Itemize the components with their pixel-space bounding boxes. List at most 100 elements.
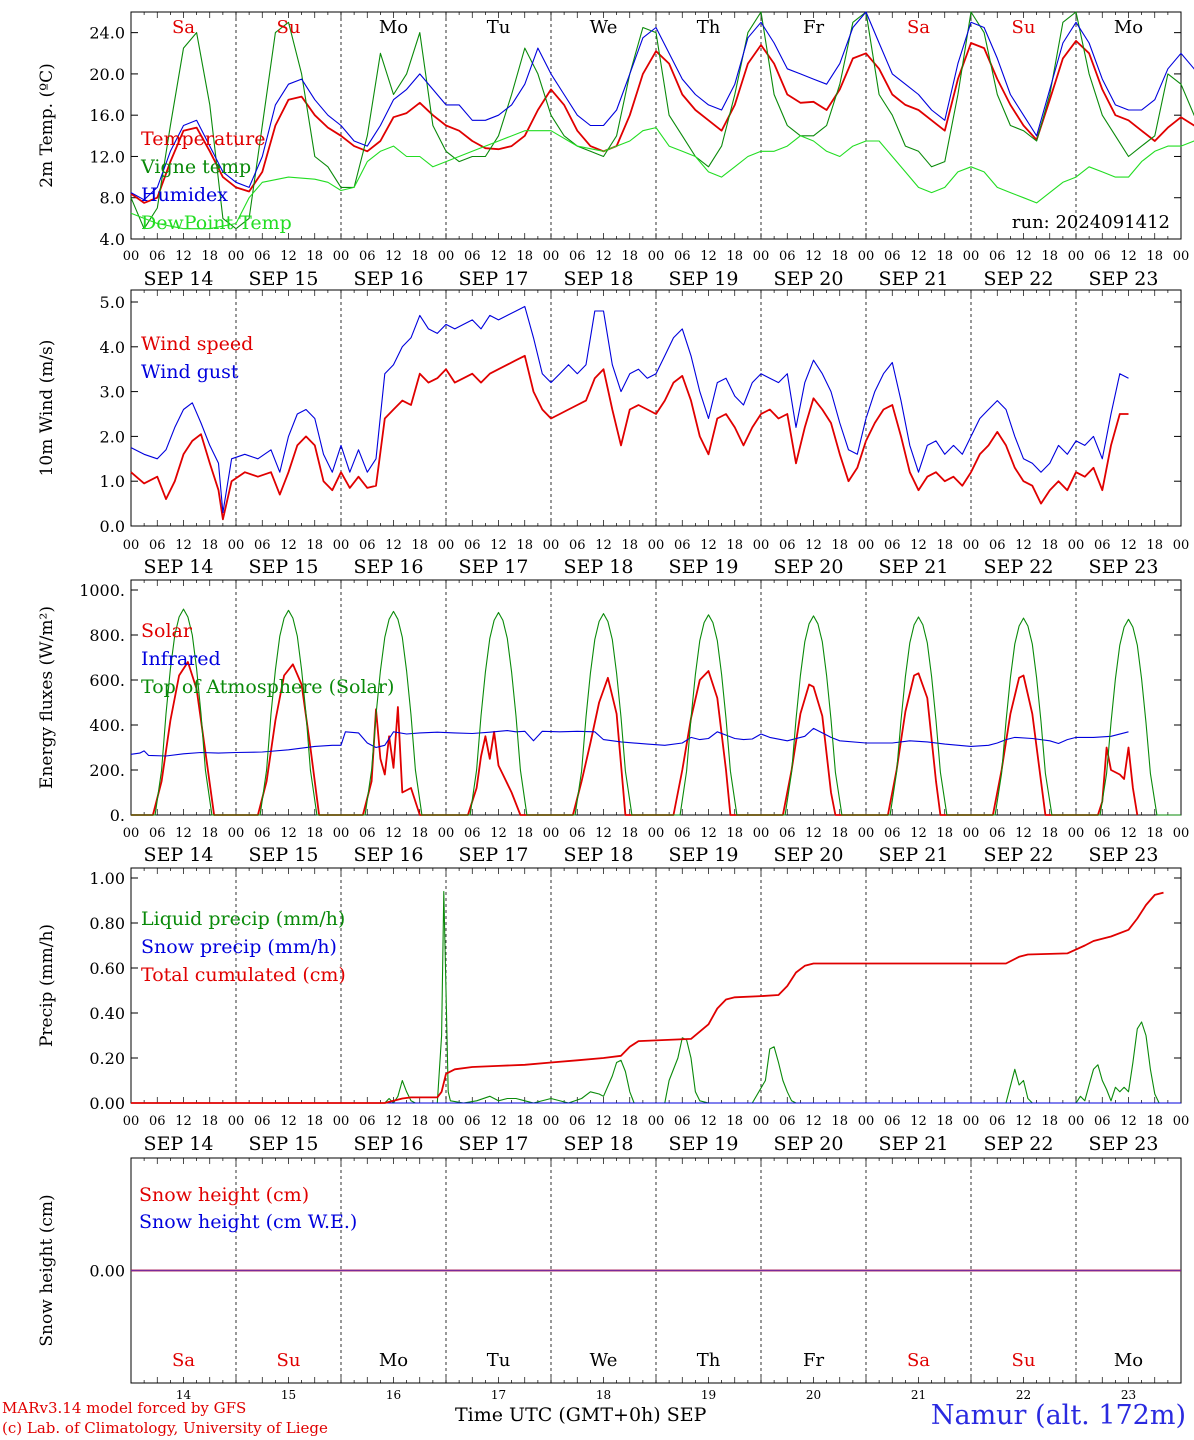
hour-tick-label: 06 [1094,826,1111,841]
hour-tick-label: 12 [805,249,822,264]
weekday-label-bottom: Mo [379,1350,408,1371]
y-tick-label: 1000. [79,581,125,600]
hour-tick-label: 00 [1173,1114,1190,1129]
hour-tick-label: 12 [805,538,822,553]
hour-tick-label: 18 [306,538,323,553]
hour-tick-label: 06 [464,249,481,264]
hour-tick-label: 00 [123,826,140,841]
hour-tick-label: 00 [543,826,560,841]
hour-tick-label: 06 [464,1114,481,1129]
date-label: SEP 14 [144,268,214,290]
hour-tick-label: 06 [989,249,1006,264]
hour-tick-label: 06 [884,826,901,841]
date-label: SEP 23 [1089,556,1159,578]
hour-tick-label: 06 [989,538,1006,553]
hour-tick-label: 18 [831,1114,848,1129]
hour-tick-label: 12 [280,826,297,841]
hour-tick-label: 12 [595,249,612,264]
hour-tick-label: 00 [963,249,980,264]
date-label: SEP 19 [669,1133,739,1155]
weekday-label-bottom: Mo [1114,1350,1143,1371]
hour-tick-label: 00 [1173,538,1190,553]
hour-tick-label: 06 [674,1114,691,1129]
y-tick-label: 800. [89,626,125,645]
hour-tick-label: 18 [621,249,638,264]
legend-entry: Snow height (cm) [139,1184,309,1206]
series-line-vigne-temp [130,11,1194,230]
weekday-label: Mo [379,17,408,38]
hour-tick-label: 00 [753,249,770,264]
date-label: SEP 20 [774,268,844,290]
hour-tick-label: 06 [779,538,796,553]
weekday-label-bottom: We [590,1350,618,1371]
y-tick-label: 16.0 [89,106,125,125]
hour-tick-label: 00 [963,538,980,553]
hour-tick-label: 18 [411,1114,428,1129]
weekday-label-bottom: Tu [487,1350,511,1371]
date-label: SEP 22 [984,556,1054,578]
day-number: 15 [281,1388,296,1402]
hour-tick-label: 00 [1173,826,1190,841]
hour-tick-label: 18 [831,826,848,841]
hour-tick-label: 12 [1120,538,1137,553]
hour-tick-label: 06 [149,1114,166,1129]
y-tick-label: 5.0 [100,293,125,312]
hour-tick-label: 06 [884,1114,901,1129]
x-axis-title: Time UTC (GMT+0h) SEP [455,1404,707,1426]
hour-tick-label: 06 [674,826,691,841]
y-tick-label: 0. [110,806,125,825]
hour-tick-label: 00 [543,1114,560,1129]
hour-tick-label: 06 [254,1114,271,1129]
panel-4: 0.00 0.20 0.40 0.60 0.80 1.00 Precip (mm/h) Liq… [37,867,1190,1155]
panel-2: 0.0 1.0 2.0 3.0 4.0 5.0 10m Wind (m/s) Wind spe… [37,289,1190,578]
date-label: SEP 21 [879,844,949,866]
y-tick-label: 0.00 [89,1262,125,1281]
hour-tick-label: 18 [831,538,848,553]
weekday-label: Fr [803,17,824,38]
hour-tick-label: 06 [884,538,901,553]
legend-entry: Humidex [141,184,228,206]
hour-tick-label: 18 [726,826,743,841]
hour-tick-label: 06 [359,826,376,841]
hour-tick-label: 00 [228,249,245,264]
hour-tick-label: 06 [1094,249,1111,264]
legend-entry: Wind gust [141,361,239,383]
hour-tick-label: 12 [700,1114,717,1129]
hour-tick-label: 18 [726,249,743,264]
hour-tick-label: 18 [516,538,533,553]
series-line-liquid-precip-mm-h- [131,890,1160,1104]
hour-tick-label: 00 [648,538,665,553]
legend-entry: Temperature [141,128,265,150]
date-label: SEP 19 [669,844,739,866]
hour-tick-label: 06 [149,826,166,841]
hour-tick-label: 00 [1068,826,1085,841]
hour-tick-label: 18 [621,826,638,841]
hour-tick-label: 18 [1146,538,1163,553]
panel-3: 0. 200. 400. 600. 800. 1000. Energy fluxes (W/… [37,579,1190,866]
y-tick-label: 0.80 [89,914,125,933]
date-label: SEP 14 [144,1133,214,1155]
hour-tick-label: 18 [201,826,218,841]
hour-tick-label: 18 [306,249,323,264]
date-label: SEP 20 [774,1133,844,1155]
legend-entry: Solar [141,620,193,642]
legend-entry: Infrared [141,648,221,670]
y-tick-label: 0.40 [89,1004,125,1023]
hour-tick-label: 12 [280,538,297,553]
hour-tick-label: 18 [1041,249,1058,264]
hour-tick-label: 18 [831,249,848,264]
legend-entry: Vigne temp [140,156,251,178]
y-tick-label: 400. [89,716,125,735]
hour-tick-label: 06 [779,1114,796,1129]
date-label: SEP 20 [774,844,844,866]
hour-tick-label: 12 [175,249,192,264]
date-label: SEP 23 [1089,268,1159,290]
y-tick-label: 8.0 [100,189,125,208]
hour-tick-label: 00 [1068,249,1085,264]
hour-tick-label: 06 [779,249,796,264]
hour-tick-label: 18 [936,538,953,553]
hour-tick-label: 12 [805,1114,822,1129]
legend-entry: Snow precip (mm/h) [141,936,337,958]
date-label: SEP 23 [1089,1133,1159,1155]
hour-tick-label: 12 [910,1114,927,1129]
